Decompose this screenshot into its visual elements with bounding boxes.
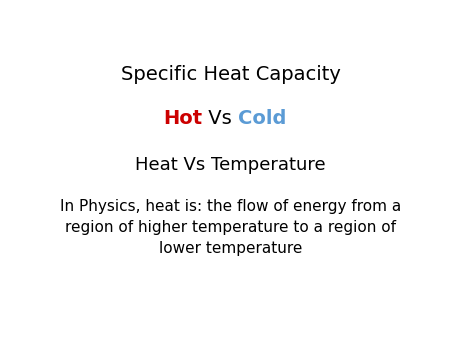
Text: In Physics, heat is: the flow of energy from a
region of higher temperature to a: In Physics, heat is: the flow of energy … [60,199,401,257]
Text: Specific Heat Capacity: Specific Heat Capacity [121,65,341,84]
Text: Hot: Hot [163,109,202,128]
Text: Cold: Cold [238,109,287,128]
Text: Vs: Vs [202,109,238,128]
Text: Heat Vs Temperature: Heat Vs Temperature [135,156,326,174]
